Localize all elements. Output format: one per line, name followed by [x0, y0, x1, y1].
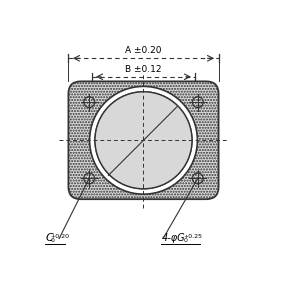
Text: A ±0.20: A ±0.20 [125, 46, 162, 55]
Circle shape [95, 92, 192, 189]
Text: 4-φG: 4-φG [162, 233, 185, 243]
Text: 0: 0 [51, 238, 55, 243]
Text: 0: 0 [183, 238, 187, 243]
Text: +0.25: +0.25 [183, 234, 202, 239]
Text: +0.20: +0.20 [51, 234, 70, 239]
Circle shape [95, 92, 192, 189]
Circle shape [90, 86, 198, 194]
Text: B ±0.12: B ±0.12 [125, 65, 162, 74]
Text: C: C [45, 233, 53, 243]
FancyBboxPatch shape [68, 81, 218, 199]
